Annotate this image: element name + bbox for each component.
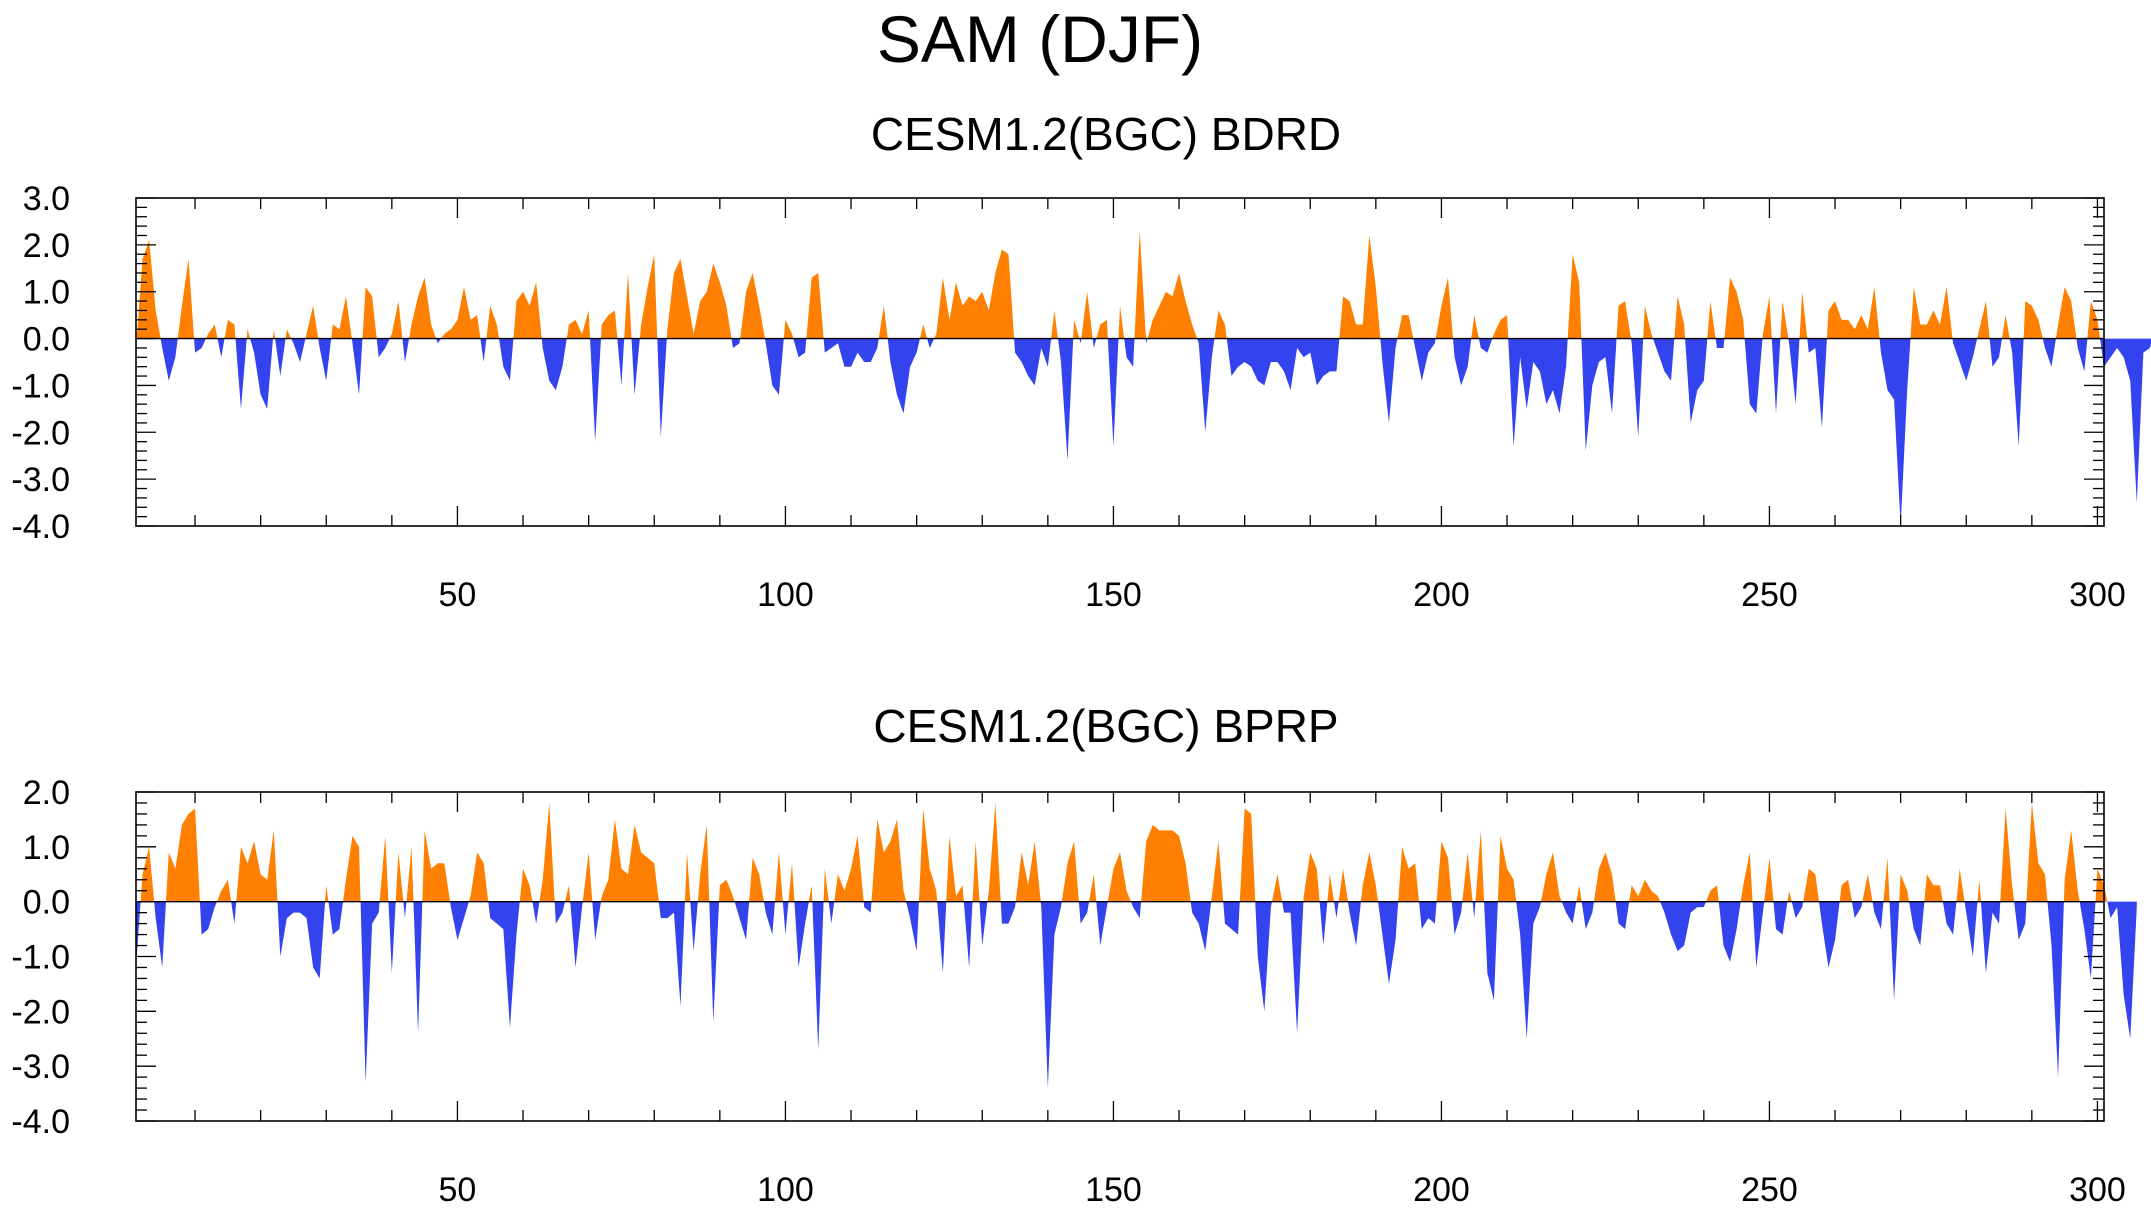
y-tick-label: 0.0 — [23, 884, 70, 922]
panel-bprp: CESM1.2(BGC) BPRP 50 100 150 200 250 300 2.0 1.… — [11, 700, 2137, 1209]
x-tick-label: 300 — [2069, 576, 2126, 614]
x-tick-label: 250 — [1741, 1171, 1798, 1209]
y-tick-label: -1.0 — [11, 939, 70, 977]
x-tick-label: 150 — [1085, 1171, 1142, 1209]
y-tick-label: 1.0 — [23, 274, 70, 312]
panel-bprp-plot: 50 100 150 200 250 300 2.0 1.0 0.0 -1.0 -2.0 -3.0 -4… — [11, 774, 2137, 1209]
panel-bdrd: CESM1.2(BGC) BDRD 50 100 150 200 250 300 3.0 2.… — [11, 108, 2151, 614]
negative-area — [136, 901, 2137, 1089]
x-tick-label: 100 — [757, 576, 814, 614]
y-tick-label: 0.0 — [23, 321, 70, 359]
x-tick-label: 250 — [1741, 576, 1798, 614]
y-tick-label: -1.0 — [11, 367, 70, 405]
positive-area — [136, 230, 2101, 339]
x-tick-label: 50 — [439, 1171, 477, 1209]
y-tick-label: -2.0 — [11, 993, 70, 1031]
x-tick-label: 50 — [439, 576, 477, 614]
x-tick-label: 200 — [1413, 1171, 1470, 1209]
panel-bdrd-title: CESM1.2(BGC) BDRD — [871, 108, 1341, 160]
y-tick-label: -3.0 — [11, 1048, 70, 1086]
positive-area — [140, 802, 2108, 902]
y-tick-label: -3.0 — [11, 461, 70, 499]
y-tick-label: -2.0 — [11, 414, 70, 452]
y-tick-label: 1.0 — [23, 829, 70, 867]
y-tick-label: -4.0 — [11, 508, 70, 546]
plot-frame — [135, 791, 2105, 1122]
x-tick-label: 300 — [2069, 1171, 2126, 1209]
plot-frame — [135, 197, 2105, 527]
x-tick-label: 200 — [1413, 576, 1470, 614]
y-tick-label: 2.0 — [23, 774, 70, 812]
x-tick-label: 150 — [1085, 576, 1142, 614]
y-tick-label: 2.0 — [23, 227, 70, 265]
y-tick-label: 3.0 — [23, 180, 70, 218]
figure-title: SAM (DJF) — [877, 2, 1203, 76]
panel-bdrd-plot: 50 100 150 200 250 300 3.0 2.0 1.0 0.0 -1.0 -2.0 -3.… — [11, 180, 2151, 614]
negative-area — [136, 338, 2151, 526]
panel-bprp-title: CESM1.2(BGC) BPRP — [873, 700, 1338, 752]
y-tick-label: -4.0 — [11, 1103, 70, 1141]
x-tick-label: 100 — [757, 1171, 814, 1209]
